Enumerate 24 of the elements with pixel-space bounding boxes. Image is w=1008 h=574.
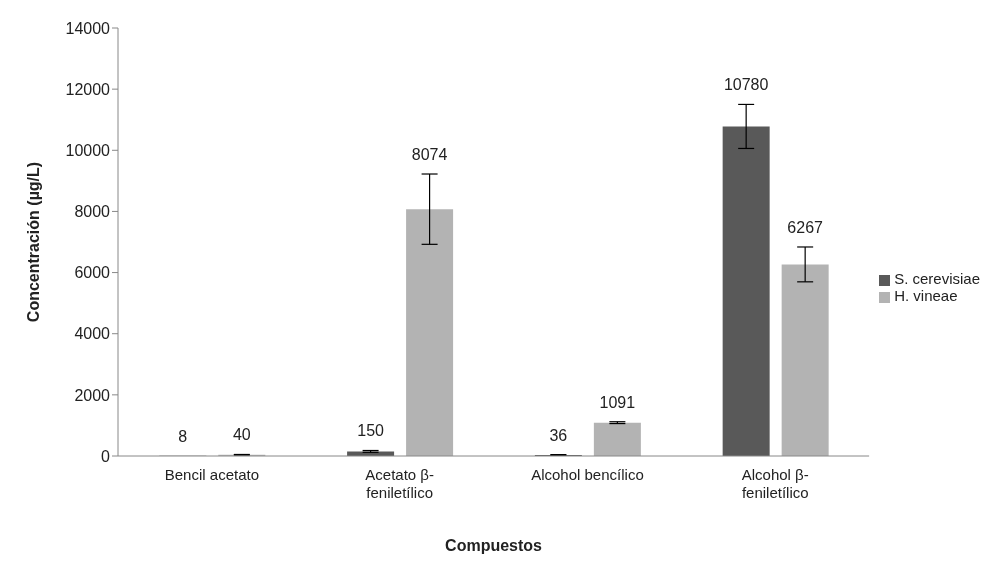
- y-tick-label: 2000: [74, 386, 111, 404]
- x-axis-title: Compuestos: [445, 537, 543, 554]
- y-tick-label: 4000: [74, 325, 111, 343]
- legend-label: H. vineae: [894, 287, 958, 304]
- data-label: 6267: [787, 218, 824, 236]
- y-tick-label: 10000: [65, 141, 111, 159]
- x-tick-label: Alcohol bencílico: [531, 466, 644, 483]
- x-tick-label: Bencil acetato: [164, 466, 260, 483]
- y-tick-label: 6000: [74, 264, 111, 282]
- data-label: 8: [178, 427, 188, 445]
- y-tick-label: 8000: [74, 203, 111, 221]
- x-tick-label: Acetato β-feniletílico: [365, 466, 435, 501]
- data-label: 8074: [411, 146, 448, 164]
- data-label: 36: [549, 426, 568, 444]
- data-label: 150: [357, 422, 385, 440]
- y-tick-label: 12000: [65, 80, 111, 98]
- data-label: 10780: [723, 76, 769, 94]
- x-tick-label: Alcohol β-feniletílico: [741, 466, 809, 501]
- data-label: 40: [232, 426, 251, 444]
- y-tick-label: 14000: [65, 19, 111, 37]
- legend-label: S. cerevisiae: [894, 270, 980, 287]
- y-axis-title: Concentración (µg/L): [24, 161, 42, 323]
- data-label: 1091: [599, 393, 636, 411]
- y-tick-label: 0: [101, 447, 111, 465]
